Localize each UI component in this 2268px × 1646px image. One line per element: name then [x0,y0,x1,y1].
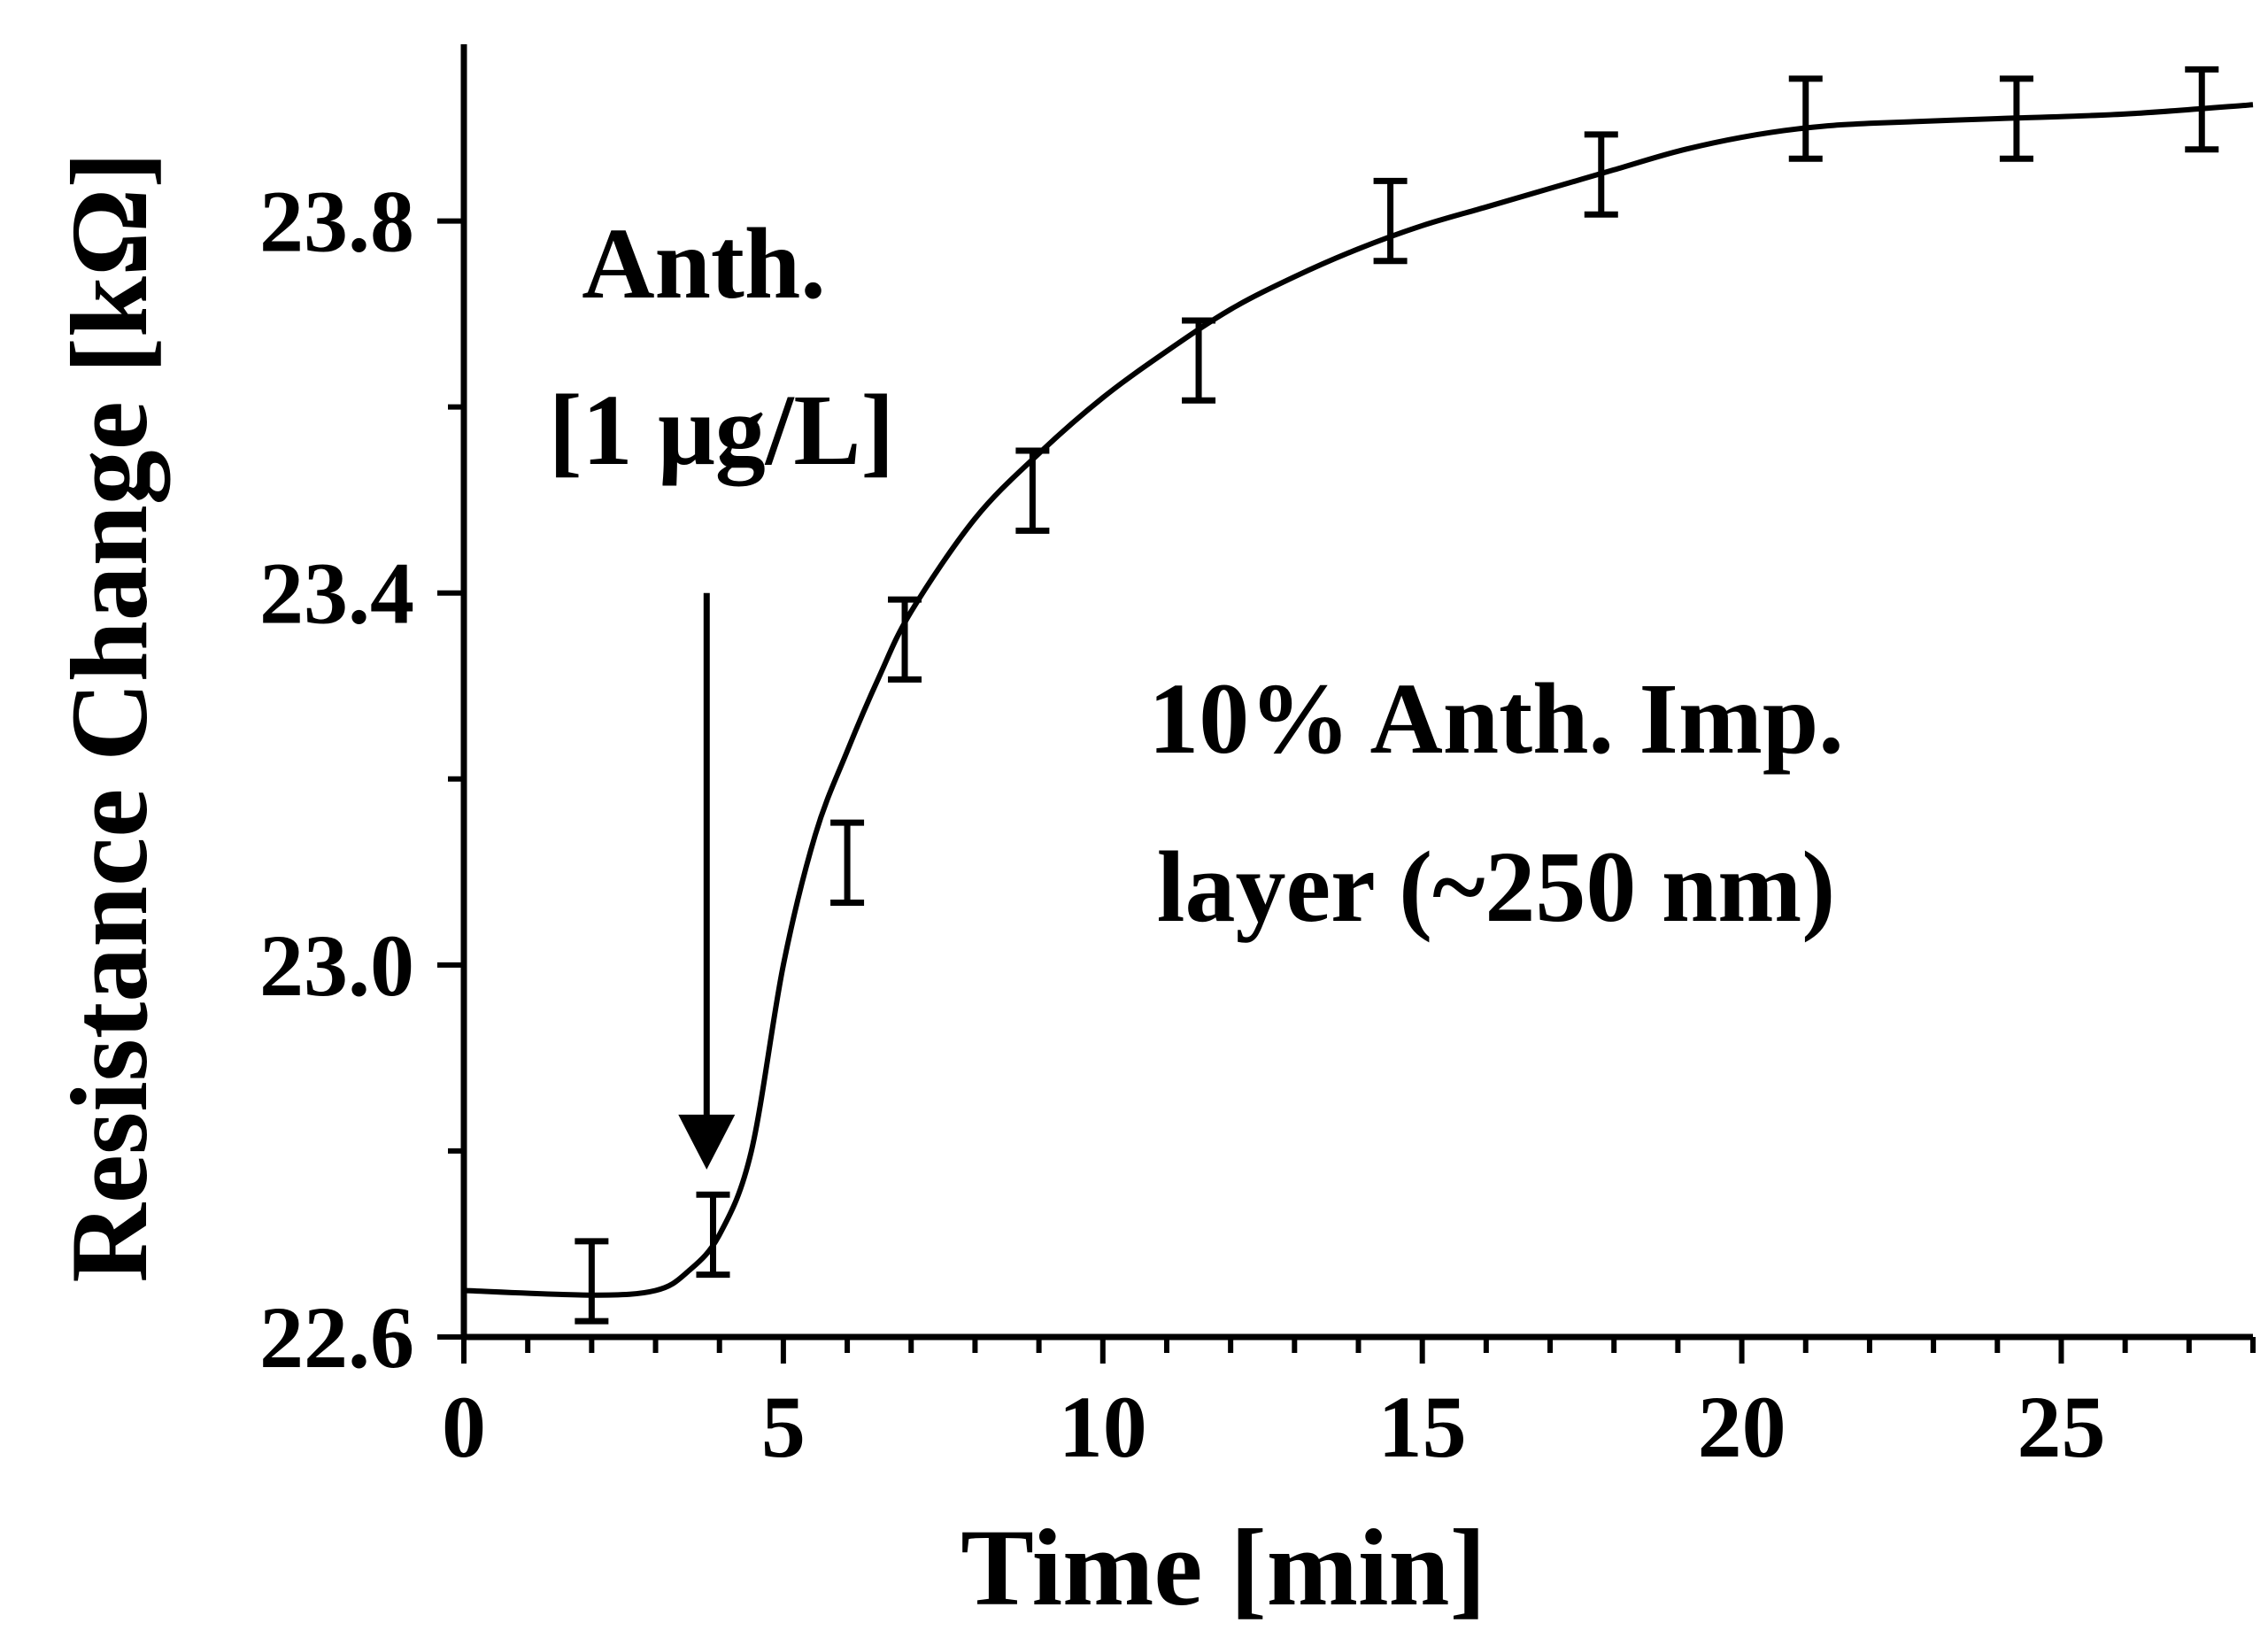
data-point [1015,447,1050,534]
annotation-injection-line-2: [1 μg/L] [549,374,895,486]
y-tick-label: 23.4 [259,545,414,643]
data-point [575,1238,609,1325]
x-tick-label: 20 [1698,1378,1786,1476]
data-point [696,1191,730,1279]
ticks [437,218,2256,1364]
annotation-injection: Anth. [1 μg/L] [549,207,895,486]
data-point [830,819,865,906]
arrow-head [678,1114,736,1170]
data-point [1584,131,1618,218]
data-point [2185,66,2219,153]
x-tick-label: 25 [2017,1378,2105,1476]
data-points-layer [575,66,2219,1325]
y-axis-title: Resistance Change [kΩ] [49,151,171,1282]
annotation-injection-line-1: Anth. [582,207,826,320]
injection-arrow [678,592,736,1170]
annotation-layer-info-line-1: 10% Anth. Imp. [1148,662,1844,775]
x-axis-title: Time [min] [960,1507,1486,1628]
y-tick-label: 22.6 [259,1288,414,1387]
fit-curve-layer [463,102,2254,1298]
tick-labels: 0 5 10 15 20 25 22.6 23.0 23.4 23.8 [259,173,2105,1476]
y-tick-label: 23.0 [259,916,414,1015]
data-point [1999,75,2033,162]
y-tick-label: 23.8 [259,173,414,271]
fit-curve [463,102,2254,1298]
x-tick-label: 5 [761,1378,806,1476]
data-point [1182,317,1216,404]
annotation-layer-info-line-2: layer (~250 nm) [1157,831,1835,943]
annotation-layer-info: 10% Anth. Imp. layer (~250 nm) [1148,662,1844,943]
data-point [1788,75,1823,162]
data-point [1373,177,1408,265]
data-point [888,596,922,683]
x-tick-label: 10 [1059,1378,1147,1476]
x-tick-label: 0 [442,1378,486,1476]
x-tick-label: 15 [1378,1378,1467,1476]
